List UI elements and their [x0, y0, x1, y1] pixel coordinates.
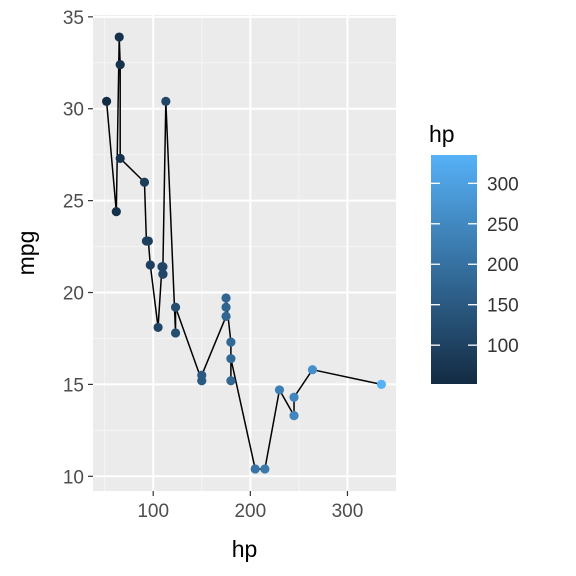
y-tick-label: 10 — [63, 467, 84, 488]
x-tick-label: 300 — [332, 501, 364, 522]
y-axis-title: mpg — [13, 231, 39, 276]
data-point — [226, 376, 236, 386]
data-point — [221, 302, 231, 312]
data-point — [221, 311, 231, 322]
data-point — [376, 379, 387, 390]
y-tick-label: 30 — [63, 100, 84, 121]
legend-tick-label: 250 — [487, 215, 519, 236]
data-point — [115, 60, 125, 70]
data-point — [153, 322, 163, 333]
data-point — [139, 177, 150, 187]
data-point — [221, 293, 231, 303]
data-point — [101, 96, 112, 106]
x-tick-label: 200 — [234, 501, 266, 522]
data-point — [260, 464, 270, 474]
data-point — [226, 337, 236, 347]
x-axis: 100 200 300 — [137, 491, 363, 522]
legend-colorbar — [431, 155, 477, 384]
minor-grid — [93, 15, 396, 491]
major-grid — [93, 15, 396, 491]
data-point — [158, 262, 168, 272]
legend-title: hp — [429, 121, 455, 147]
data-point — [158, 269, 168, 279]
legend-tick-label: 300 — [487, 174, 519, 195]
y-tick-label: 25 — [63, 192, 84, 213]
legend-tick-label: 150 — [487, 296, 519, 317]
color-legend: hp 100 150 200 250 300 — [429, 121, 519, 384]
data-point — [307, 365, 318, 375]
legend-tick-label: 100 — [487, 336, 519, 357]
data-point — [226, 354, 236, 364]
data-point — [143, 236, 153, 246]
data-point — [289, 392, 299, 402]
data-point — [250, 464, 260, 474]
y-axis: 10 15 20 25 30 35 — [63, 8, 93, 488]
y-tick-label: 35 — [63, 8, 84, 29]
data-point — [161, 96, 171, 106]
data-point — [145, 260, 155, 270]
data-point — [197, 370, 207, 380]
data-point — [274, 385, 285, 395]
legend-ticks: 100 150 200 250 300 — [431, 174, 519, 357]
data-series — [101, 32, 387, 474]
data-point — [115, 153, 125, 163]
data-point — [170, 302, 181, 312]
data-point — [111, 207, 121, 217]
data-point — [114, 32, 124, 42]
legend-tick-label: 200 — [487, 255, 519, 276]
y-tick-label: 15 — [63, 375, 84, 396]
plot-background — [93, 15, 396, 491]
data-point — [289, 411, 299, 421]
y-tick-label: 20 — [63, 284, 84, 305]
x-tick-label: 100 — [137, 501, 169, 522]
x-axis-title: hp — [232, 536, 258, 562]
data-point — [170, 328, 181, 338]
